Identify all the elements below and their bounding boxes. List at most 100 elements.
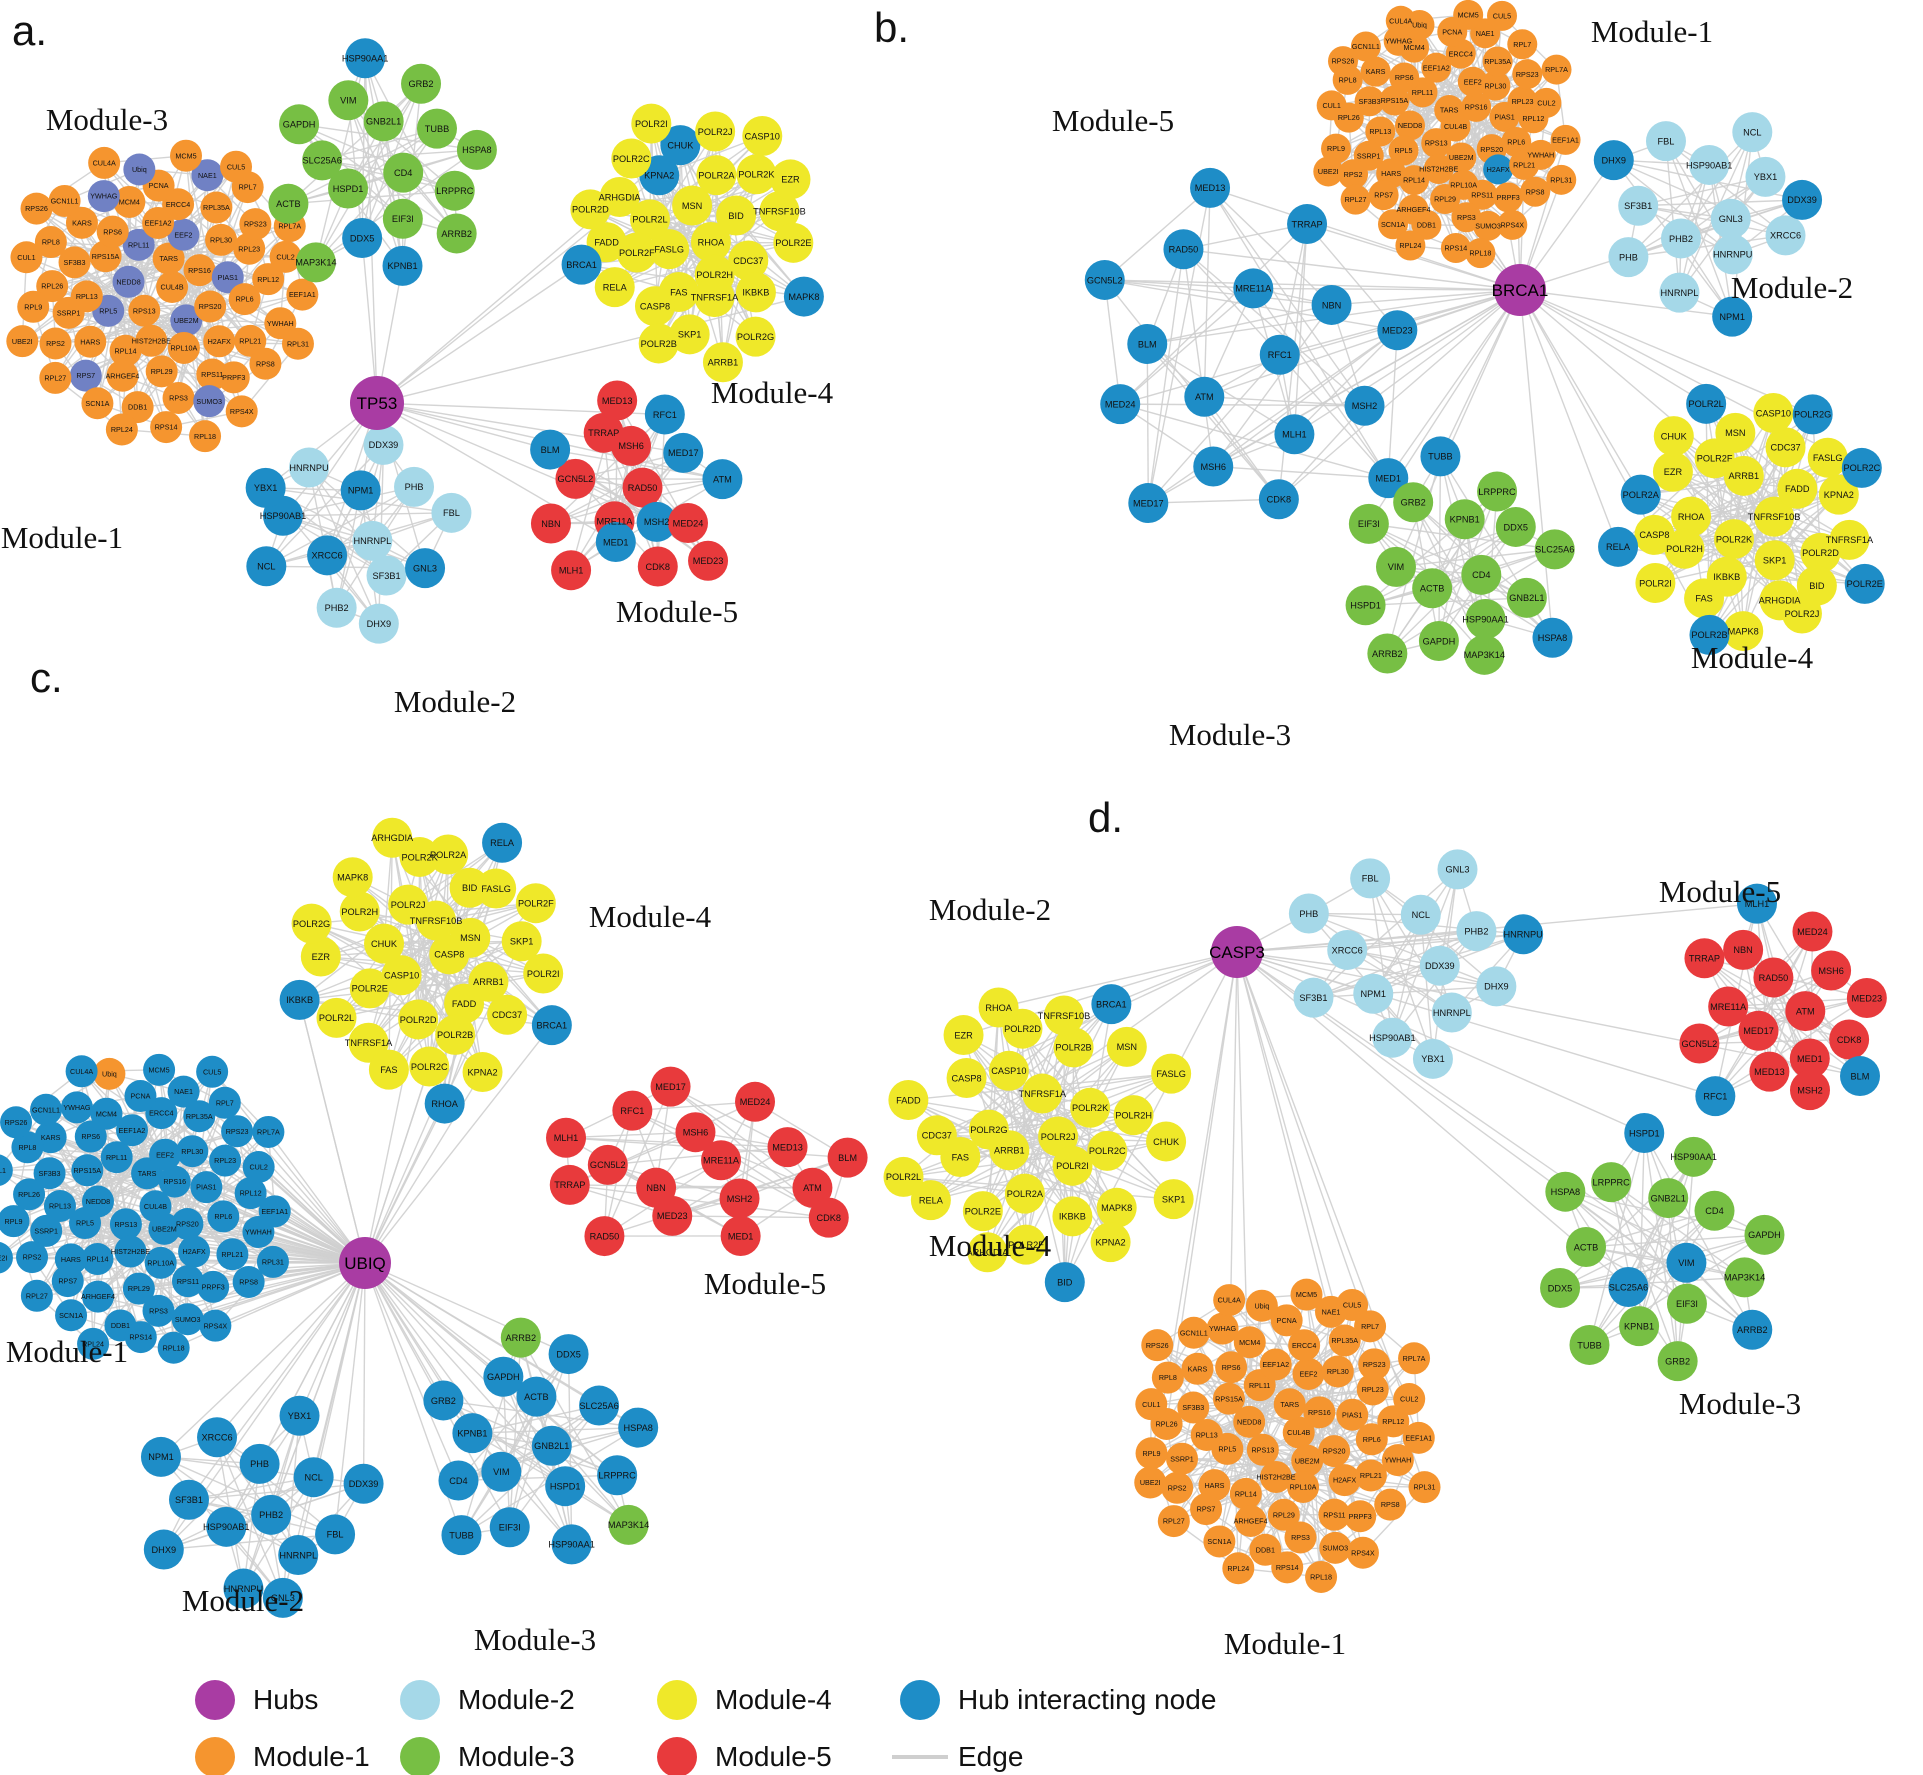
node-TRRAP[interactable] [583,412,624,453]
node-RPL31[interactable] [1408,1471,1441,1504]
node-DHX9[interactable] [1476,966,1517,1007]
node-KPNA2[interactable] [462,1052,503,1093]
node-HNRNPU[interactable] [1712,234,1753,275]
node-HSP90AA1[interactable] [1673,1136,1714,1177]
node-RPL13[interactable] [43,1189,76,1222]
node-RPS15A[interactable] [71,1154,104,1187]
node-FAS[interactable] [1684,578,1725,619]
node-RPL10A[interactable] [1287,1470,1320,1503]
node-Ubiq[interactable] [1245,1289,1278,1322]
node-GNL3[interactable] [1437,849,1478,890]
node-SCN1A[interactable] [1203,1525,1236,1558]
node-RPS8[interactable] [232,1265,265,1298]
node-RPS2[interactable] [1338,159,1369,190]
node-RPL9[interactable] [1321,133,1352,164]
node-HIST2H2BE[interactable] [135,324,168,357]
node-RPL30[interactable] [1321,1355,1354,1388]
node-CASP10[interactable] [988,1050,1029,1091]
node-GAPDH[interactable] [279,104,320,145]
node-MED13[interactable] [767,1127,808,1168]
node-RPL12[interactable] [252,263,285,296]
node-CUL2[interactable] [242,1151,275,1184]
node-MAP3K14[interactable] [295,242,336,283]
node-CUL2[interactable] [269,240,302,273]
node-RPL35A[interactable] [1482,46,1513,77]
node-RPL7A[interactable] [1541,54,1572,85]
node-MRE11A[interactable] [701,1140,742,1181]
node-H2AFX[interactable] [1483,154,1514,185]
node-XRCC6[interactable] [197,1417,238,1458]
node-POLR2L[interactable] [630,199,671,240]
hub-node-CASP3[interactable] [1211,926,1263,978]
node-EEF1A1[interactable] [1402,1421,1435,1454]
node-MAPK8[interactable] [1723,611,1764,652]
node-RPL6[interactable] [1501,126,1532,157]
node-MED1[interactable] [1789,1038,1830,1079]
node-BRCA1[interactable] [1091,984,1132,1025]
node-MAP3K14[interactable] [608,1504,649,1545]
node-GNL3[interactable] [262,1577,303,1618]
node-MAPK8[interactable] [332,857,373,898]
node-YWHAG[interactable] [1206,1312,1239,1345]
node-Ubiq[interactable] [123,153,156,186]
node-ACTB[interactable] [268,183,309,224]
node-BLM[interactable] [1127,323,1168,364]
node-POLR2H[interactable] [339,891,380,932]
node-TNFRSF10B[interactable] [1754,496,1795,537]
node-RPS20[interactable] [171,1207,204,1240]
node-RHOA[interactable] [424,1083,465,1124]
node-EEF1A1[interactable] [1550,124,1581,155]
node-RPL7[interactable] [208,1086,241,1119]
node-RPS8[interactable] [1374,1488,1407,1521]
node-UBE2M[interactable] [1291,1444,1324,1477]
node-RAD50[interactable] [584,1216,625,1257]
node-RPL14[interactable] [81,1243,114,1276]
node-MED23[interactable] [1846,977,1887,1018]
node-RPS23[interactable] [1358,1348,1391,1381]
node-MSN[interactable] [672,185,713,226]
node-RPL24[interactable] [105,413,138,446]
node-POLR2H[interactable] [1113,1095,1154,1136]
node-H2AFX[interactable] [178,1235,211,1268]
node-MSH2[interactable] [1789,1070,1830,1111]
node-RPL35A[interactable] [1328,1324,1361,1357]
node-KPNB1[interactable] [382,245,423,286]
node-SF3B3[interactable] [58,246,91,279]
node-TUBB[interactable] [1569,1324,1610,1365]
node-ATM[interactable] [1785,991,1826,1032]
node-RPS2[interactable] [39,327,72,360]
node-POLR2L[interactable] [883,1156,924,1197]
node-ARRB1[interactable] [702,342,743,383]
node-VIM[interactable] [1666,1242,1707,1283]
node-MSH2[interactable] [1344,385,1385,426]
node-CUL4B[interactable] [1282,1416,1315,1449]
node-RFC1[interactable] [1259,334,1300,375]
node-BRCA1[interactable] [561,244,602,285]
node-PCNA[interactable] [1270,1304,1303,1337]
node-XRCC6[interactable] [1327,929,1368,970]
node-HNRNPU[interactable] [223,1568,264,1609]
node-CUL1[interactable] [0,1154,13,1186]
node-BLM[interactable] [530,429,571,470]
node-EIF3I[interactable] [1348,503,1389,544]
node-CD4[interactable] [1461,554,1502,595]
node-POLR2G[interactable] [1792,394,1833,435]
node-RPL8[interactable] [11,1131,44,1164]
node-NEDD8[interactable] [112,265,145,298]
node-PHB[interactable] [239,1443,280,1484]
node-YBX1[interactable] [1412,1038,1453,1079]
node-RPS11[interactable] [1318,1498,1351,1531]
node-NCL[interactable] [1400,894,1441,935]
node-BLM[interactable] [1840,1056,1881,1097]
node-BLM[interactable] [827,1137,868,1178]
node-RPS8[interactable] [249,347,282,380]
node-NEDD8[interactable] [1395,110,1426,141]
node-EZR[interactable] [770,159,811,200]
node-VIM[interactable] [328,80,369,121]
node-SF3B1[interactable] [366,555,407,596]
node-CUL4A[interactable] [1385,5,1416,36]
node-RHOA[interactable] [978,987,1019,1028]
node-RPS23[interactable] [221,1115,254,1148]
node-RAD50[interactable] [622,467,663,508]
node-TRRAP[interactable] [549,1164,590,1205]
